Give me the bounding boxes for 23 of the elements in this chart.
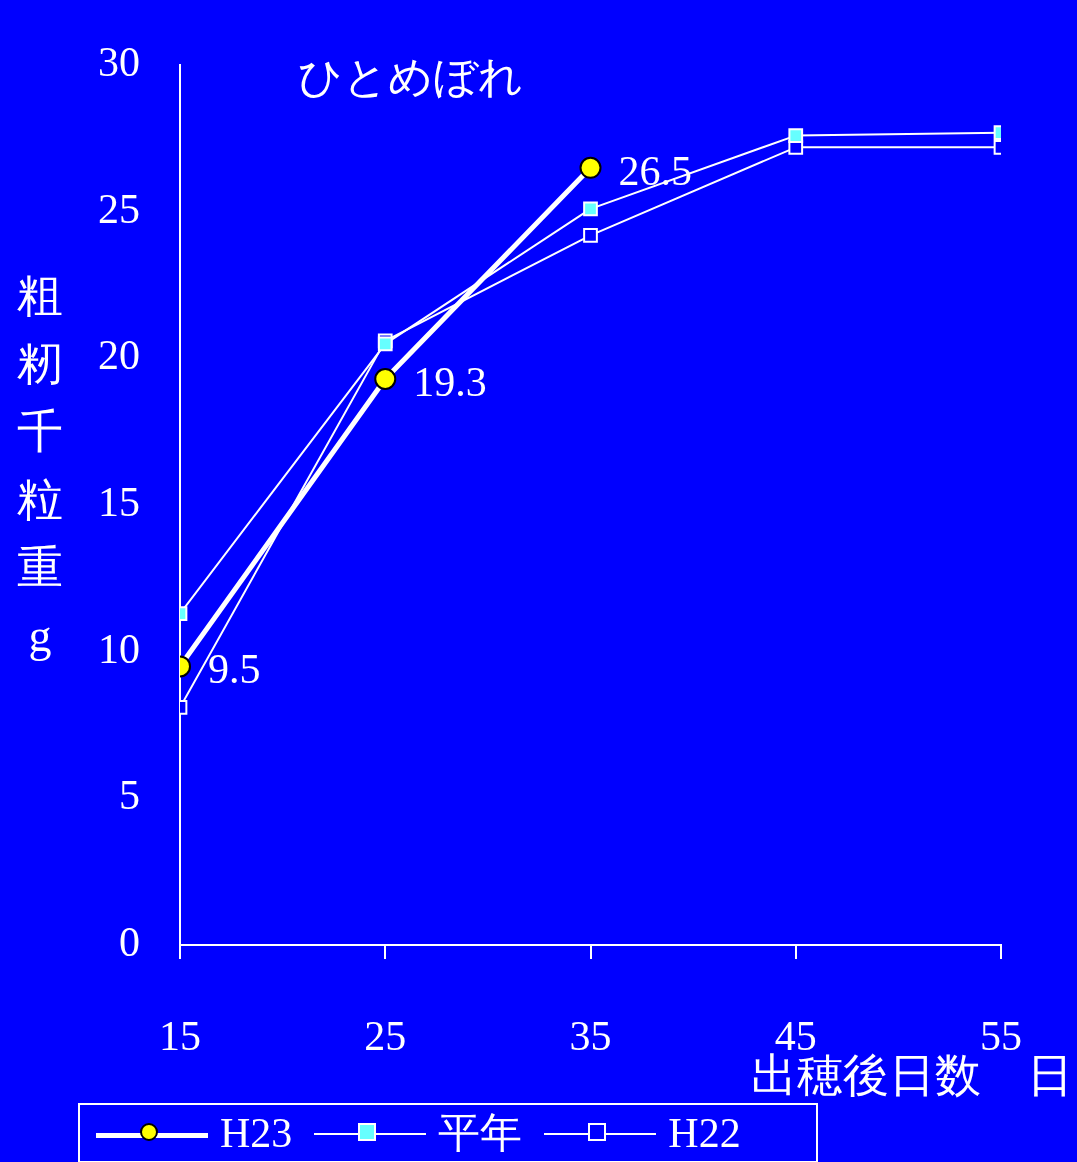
legend-label: H22	[668, 1109, 741, 1157]
point	[579, 156, 602, 179]
point	[374, 368, 397, 390]
legend-label: H23	[220, 1109, 293, 1157]
y-tick-label: 15	[98, 479, 140, 526]
y-axis-title: 粗籾千粒重g	[16, 269, 64, 663]
x-tick-label: 25	[364, 1013, 407, 1060]
data-label: 19.3	[413, 359, 487, 406]
x-tick-label: 15	[159, 1013, 201, 1060]
y-tick-label: 10	[98, 625, 140, 672]
data-label: 26.5	[618, 147, 692, 194]
x-tick-label: 35	[569, 1013, 612, 1060]
data-label: 9.5	[208, 646, 261, 693]
y-tick-label: 0	[119, 919, 140, 966]
point	[583, 201, 598, 217]
y-tick-label: 30	[98, 39, 140, 86]
chart-title: ひとめぼれ	[298, 52, 523, 104]
y-tick-label: 25	[98, 185, 140, 232]
x-tick-label: 55	[980, 1013, 1022, 1060]
legend-label: 平年	[438, 1109, 523, 1158]
point	[583, 227, 598, 243]
y-tick-label: 20	[98, 332, 140, 379]
y-tick-label: 5	[119, 772, 140, 819]
